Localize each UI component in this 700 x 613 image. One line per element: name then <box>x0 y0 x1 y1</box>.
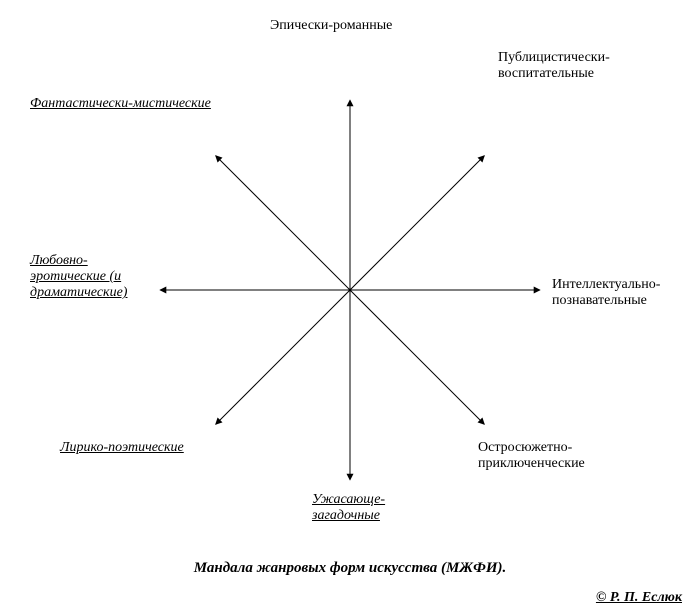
label-top-right-line1: Публицистически- <box>498 50 610 65</box>
label-bottom-line1: Ужасающе- <box>312 492 385 507</box>
label-right-line2: познавательные <box>552 293 647 308</box>
label-bottom: Ужасающе- загадочные <box>312 492 385 524</box>
label-bottom-right-line2: приключенческие <box>478 456 585 471</box>
label-left: Любовно- эротические (и драматические) <box>30 253 127 301</box>
label-bottom-line2: загадочные <box>312 508 380 523</box>
label-top-left-line1: Фантастически-мистические <box>30 96 211 111</box>
diagram-credit: © Р. П. Еслюк <box>596 590 682 606</box>
label-bottom-left-line1: Лирико-поэтические <box>60 440 184 455</box>
label-right: Интеллектуально- познавательные <box>552 277 660 309</box>
label-left-line2: эротические (и <box>30 269 121 284</box>
label-left-line3: драматические) <box>30 285 127 300</box>
genre-mandala-diagram: Эпически-романные Публицистически- воспи… <box>0 0 700 613</box>
label-top-line1: Эпически-романные <box>270 18 392 33</box>
label-right-line1: Интеллектуально- <box>552 277 660 292</box>
label-left-line1: Любовно- <box>30 253 88 268</box>
label-bottom-left: Лирико-поэтические <box>60 440 184 456</box>
label-top-right-line2: воспитательные <box>498 66 594 81</box>
label-top-right: Публицистически- воспитательные <box>498 50 610 82</box>
label-top-left: Фантастически-мистические <box>30 96 211 112</box>
label-top: Эпически-романные <box>270 18 392 34</box>
label-bottom-right-line1: Остросюжетно- <box>478 440 572 455</box>
label-bottom-right: Остросюжетно- приключенческие <box>478 440 585 472</box>
diagram-caption: Мандала жанровых форм искусства (МЖФИ). <box>0 560 700 577</box>
